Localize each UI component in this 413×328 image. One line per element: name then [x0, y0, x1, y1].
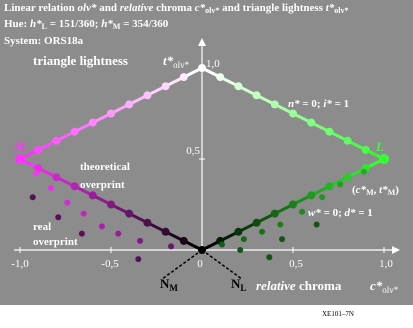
M-point — [15, 154, 25, 164]
data-points — [15, 64, 389, 263]
theoretical-M-point-6 — [125, 209, 134, 218]
L-point — [379, 154, 389, 164]
real-L-point-6 — [240, 236, 247, 243]
real-M-point-0 — [33, 170, 40, 177]
x-tick-label-neg-0-5: -0,5 — [101, 258, 119, 270]
c-axis-label: c*olv* — [370, 278, 399, 295]
footer-code: XE101–7N — [322, 310, 354, 318]
upper-L-point-3 — [307, 118, 316, 127]
x-tick-label-1: 1,0 — [379, 258, 393, 270]
upper-L-point-1 — [343, 136, 352, 145]
theoretical-M-point-9 — [179, 236, 188, 245]
x-axis-arrow — [392, 246, 400, 254]
real-L-point-11 — [266, 254, 273, 261]
theoretical-M-point-7 — [143, 218, 152, 227]
L-label: L — [375, 139, 384, 154]
theoretical-L-point-3 — [325, 182, 334, 191]
cM-tM-label: (c*M, t*M) — [352, 184, 399, 197]
footer-strip — [0, 305, 413, 323]
y-axis-arrow — [198, 38, 206, 46]
real-L-point-8 — [313, 221, 320, 228]
y-tick-0-5: 0,5 — [186, 145, 200, 157]
upper-L-point-2 — [325, 127, 334, 136]
triangle-lightness-label: triangle lightness — [33, 53, 128, 68]
overprint-label-1: overprint — [80, 179, 125, 191]
real-M-point-5 — [115, 230, 122, 237]
n-i-label: n* = 0; i* = 1 — [288, 98, 349, 110]
theoretical-M-point-4 — [88, 191, 97, 200]
header-line-1: Linear relation olv* and relative chroma… — [4, 2, 349, 15]
real-M-point-6 — [137, 237, 144, 244]
header-line-2: Hue: h*L = 151/360; h*M = 354/360 — [4, 18, 169, 31]
NL-dashed-line — [201, 249, 243, 280]
real-L-point-9 — [279, 236, 286, 243]
upper-M-point-7 — [161, 82, 170, 91]
theoretical-L-point-8 — [234, 227, 243, 236]
upper-L-point-0 — [361, 145, 370, 154]
upper-M-point-6 — [143, 91, 152, 100]
NM-dashed-line — [161, 249, 203, 280]
x-tick-label-0: 0 — [197, 258, 203, 270]
x-tick-label-0-5: 0,5 — [289, 258, 303, 270]
real-M-point-1 — [47, 185, 54, 192]
real-L-point-7 — [219, 241, 226, 248]
header-line-3: System: ORS18a — [4, 35, 84, 47]
relative-chroma-label: relative chroma — [256, 278, 342, 293]
upper-L-point-7 — [234, 82, 243, 91]
real-L-point-4 — [277, 221, 284, 228]
upper-M-point-5 — [125, 100, 134, 109]
upper-M-point-2 — [70, 127, 79, 136]
real-M-point-10 — [78, 230, 85, 237]
upper-M-point-1 — [52, 136, 61, 145]
theoretical-L-point-2 — [343, 173, 352, 182]
M-label: M — [13, 139, 26, 154]
theoretical-M-point-8 — [161, 227, 170, 236]
real-M-point-8 — [29, 194, 36, 201]
white-point — [198, 64, 206, 72]
upper-M-point-3 — [88, 118, 97, 127]
real-M-point-11 — [135, 256, 142, 263]
real-M-point-4 — [98, 223, 105, 230]
real-L-point-2 — [319, 194, 326, 201]
theoretical-M-point-3 — [70, 182, 79, 191]
black-point — [198, 246, 206, 254]
upper-L-point-4 — [289, 109, 297, 118]
NL-label: NL — [231, 276, 246, 293]
theoretical-M-point-5 — [107, 200, 115, 209]
real-L-point-5 — [259, 228, 266, 235]
x-tick-label-neg-1: -1,0 — [11, 258, 29, 270]
upper-L-point-8 — [216, 73, 225, 82]
real-label: real — [33, 221, 51, 233]
real-L-point-1 — [337, 181, 344, 188]
upper-M-point-4 — [107, 109, 115, 118]
real-M-point-9 — [55, 214, 62, 221]
overprint-label-2: overprint — [33, 236, 78, 248]
theoretical-label: theoretical — [80, 161, 130, 173]
real-M-point-2 — [64, 199, 71, 206]
y-tick-1-0: 1,0 — [206, 58, 220, 70]
t-axis-label: t*olv* — [163, 53, 190, 70]
real-L-point-10 — [237, 247, 244, 253]
theoretical-L-point-4 — [307, 191, 316, 200]
upper-L-point-6 — [252, 91, 261, 100]
theoretical-L-point-7 — [252, 218, 261, 227]
real-M-point-3 — [80, 210, 87, 217]
real-M-point-7 — [168, 243, 175, 250]
theoretical-L-point-6 — [270, 209, 279, 218]
NM-label: NM — [160, 276, 178, 293]
upper-L-point-5 — [270, 100, 279, 109]
w-d-label: w* = 0; d* = 1 — [308, 207, 373, 219]
upper-M-point-0 — [34, 145, 43, 154]
theoretical-L-point-5 — [289, 200, 297, 209]
theoretical-M-point-2 — [52, 173, 61, 182]
upper-M-point-8 — [179, 73, 188, 82]
real-L-point-3 — [299, 208, 306, 215]
theoretical-M-point-1 — [34, 164, 43, 173]
real-L-point-0 — [360, 168, 367, 175]
